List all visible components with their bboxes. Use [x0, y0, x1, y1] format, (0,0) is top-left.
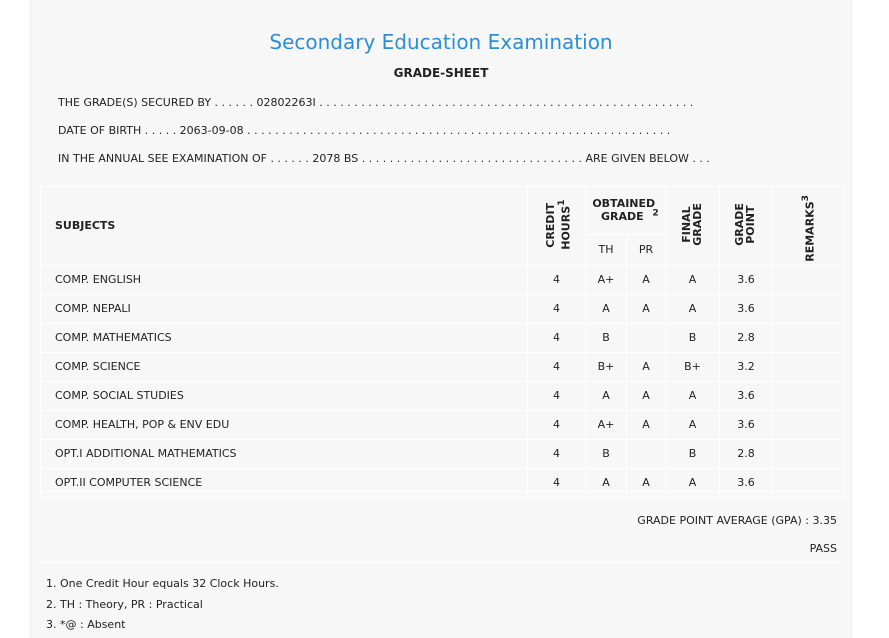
cell-pr: A [626, 293, 666, 324]
exam-line: IN THE ANNUAL SEE EXAMINATION OF . . . .… [58, 152, 710, 165]
cell-th: B+ [585, 351, 627, 382]
cell-subject: COMP. HEALTH, POP & ENV EDU [40, 409, 528, 440]
cell-pr: A [626, 264, 666, 295]
page-title: Secondary Education Examination [269, 30, 613, 54]
cell-gp: 2.8 [719, 438, 773, 469]
cell-gp: 3.6 [719, 409, 773, 440]
note: 1. One Credit Hour equals 32 Clock Hours… [46, 577, 279, 590]
header-credit: CREDIT HOURS1 [527, 186, 586, 266]
notes: 1. One Credit Hour equals 32 Clock Hours… [46, 574, 279, 636]
cell-pr: A [626, 409, 666, 440]
cell-remarks [772, 467, 844, 498]
grades-table: SUBJECTS CREDIT HOURS1 OBTAINED GRADE 2 F… [40, 186, 844, 498]
cell-subject: OPT.I ADDITIONAL MATHEMATICS [40, 438, 528, 469]
table-row: COMP. HEALTH, POP & ENV EDU 4 A+ A A 3.6 [40, 409, 844, 440]
cell-subject: COMP. NEPALI [40, 293, 528, 324]
cell-pr: A [626, 467, 666, 498]
cell-remarks [772, 438, 844, 469]
cell-gp: 3.6 [719, 293, 773, 324]
table-row: COMP. MATHEMATICS 4 B B 2.8 [40, 322, 844, 353]
secured-by-line: THE GRADE(S) SECURED BY . . . . . . 0280… [58, 96, 694, 109]
header-subjects: SUBJECTS [40, 186, 528, 266]
cell-gp: 2.8 [719, 322, 773, 353]
dob-line: DATE OF BIRTH . . . . . 2063-09-08 . . .… [58, 124, 671, 137]
cell-credit: 4 [527, 351, 586, 382]
cell-gp: 3.6 [719, 467, 773, 498]
header-remarks: REMARKS3 [772, 186, 844, 266]
cell-pr: A [626, 380, 666, 411]
cell-final: A [665, 264, 720, 295]
cell-pr: A [626, 351, 666, 382]
header-gp: GRADE POINT [719, 186, 773, 266]
cell-credit: 4 [527, 322, 586, 353]
cell-gp: 3.6 [719, 380, 773, 411]
cell-final: A [665, 380, 720, 411]
table-row: COMP. SOCIAL STUDIES 4 A A A 3.6 [40, 380, 844, 411]
cell-th: A+ [585, 264, 627, 295]
gpa-value: GRADE POINT AVERAGE (GPA) : 3.35 [637, 514, 837, 527]
cell-credit: 4 [527, 264, 586, 295]
cell-credit: 4 [527, 467, 586, 498]
page-subtitle: GRADE-SHEET [393, 66, 489, 80]
cell-final: B [665, 438, 720, 469]
cell-th: B [585, 438, 627, 469]
cell-subject: COMP. ENGLISH [40, 264, 528, 295]
note: 2. TH : Theory, PR : Practical [46, 597, 203, 611]
cell-credit: 4 [527, 293, 586, 324]
table-row: COMP. ENGLISH 4 A+ A A 3.6 [40, 264, 844, 295]
cell-remarks [772, 409, 844, 440]
table-row: OPT.I ADDITIONAL MATHEMATICS 4 B B 2.8 [40, 438, 844, 469]
cell-final: A [665, 467, 720, 498]
cell-th: B [585, 322, 627, 353]
cell-th: A [585, 467, 627, 498]
table-row: COMP. SCIENCE 4 B+ A B+ 3.2 [40, 351, 844, 382]
cell-gp: 3.2 [719, 351, 773, 382]
cell-remarks [772, 264, 844, 295]
cell-pr [626, 322, 666, 353]
cell-subject: COMP. MATHEMATICS [40, 322, 528, 353]
header-th: TH [585, 233, 627, 266]
cell-gp: 3.6 [719, 264, 773, 295]
note: 3. *@ : Absent [46, 618, 126, 631]
table-row: COMP. NEPALI 4 A A A 3.6 [40, 293, 844, 324]
cell-final: B+ [665, 351, 720, 382]
cell-credit: 4 [527, 409, 586, 440]
header-final: FINAL GRADE [665, 186, 720, 266]
grade-sheet-panel: Secondary Education Examination GRADE-SH… [30, 0, 852, 638]
cell-remarks [772, 351, 844, 382]
cell-remarks [772, 293, 844, 324]
header-obtained: OBTAINED GRADE 2 [585, 186, 666, 235]
cell-pr [626, 438, 666, 469]
cell-th: A [585, 380, 627, 411]
result-status: PASS [809, 542, 837, 555]
cell-final: B [665, 322, 720, 353]
cell-remarks [772, 380, 844, 411]
cell-th: A+ [585, 409, 627, 440]
cell-th: A [585, 293, 627, 324]
cell-credit: 4 [527, 438, 586, 469]
cell-subject: COMP. SCIENCE [40, 351, 528, 382]
cell-final: A [665, 409, 720, 440]
cell-final: A [665, 293, 720, 324]
cell-subject: COMP. SOCIAL STUDIES [40, 380, 528, 411]
cell-credit: 4 [527, 380, 586, 411]
header-pr: PR [626, 233, 666, 266]
cell-remarks [772, 322, 844, 353]
table-row: OPT.II COMPUTER SCIENCE 4 A A A 3.6 [40, 467, 844, 498]
cell-subject: OPT.II COMPUTER SCIENCE [40, 467, 528, 498]
